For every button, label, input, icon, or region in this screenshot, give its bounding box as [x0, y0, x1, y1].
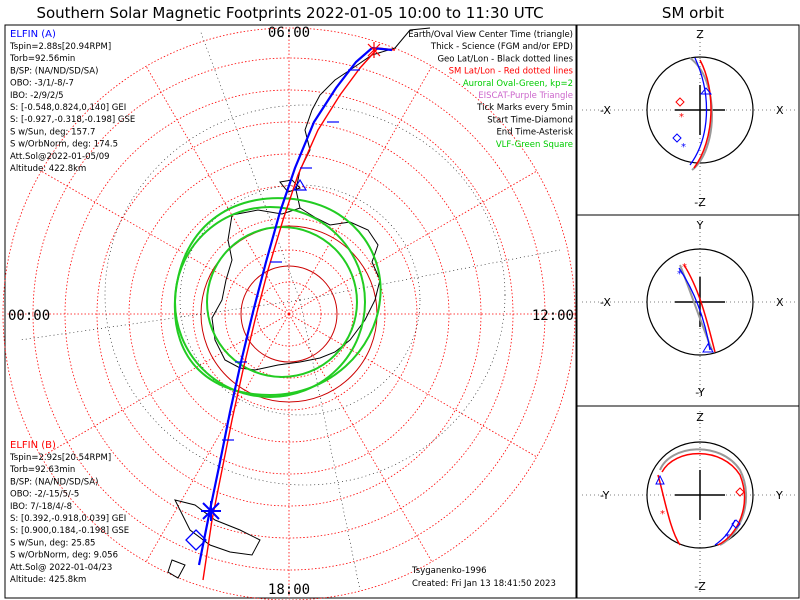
legend-item: End Time-Asterisk: [496, 128, 573, 138]
panel-yz-left: -Y: [600, 489, 610, 502]
elfin-a-ticks: [222, 69, 360, 441]
map-label-top: 06:00: [268, 25, 310, 41]
elfin-a-info-line: S w/Sun, deg: 157.7: [10, 127, 95, 137]
auroral-oval: [173, 197, 382, 398]
elfin-a-track: [197, 46, 393, 566]
elfin-b-info-line: Att.Sol@ 2022-01-04/23: [10, 563, 112, 573]
elfin-a-info-line: S w/OrbNorm, deg: 174.5: [10, 140, 118, 150]
elfin-a-info-line: B/SP: (NA/ND/SD/SA): [10, 66, 98, 76]
panel-xy-right: X: [776, 296, 784, 309]
elfin-b-info-line: S: [0.392,-0.918,0.039] GEI: [10, 514, 126, 524]
svg-text:*: *: [682, 262, 687, 273]
sm-pole-circle: [240, 265, 338, 363]
panel-yz-top: Z: [696, 411, 704, 424]
legend-item: EISCAT-Purple Triangle: [478, 91, 573, 101]
elfin-a-info-line: Tspin=2.88s[20.94RPM]: [9, 42, 111, 52]
svg-text:*: *: [660, 509, 665, 520]
elfin-a-info-line: Altitude: 422.8km: [10, 164, 86, 174]
model-credit: Tsyganenko-1996: [411, 566, 487, 576]
elfin-b-info-line: IBO: 7/-18/4/-8: [10, 502, 72, 512]
panel-xy-bottom: -Y: [695, 386, 705, 399]
svg-text:*: *: [679, 112, 684, 123]
legend: Earth/Oval View Center Time (triangle) Th…: [408, 30, 573, 150]
elfin-b-track: [202, 47, 396, 581]
panel-xy-left: -X: [600, 296, 611, 309]
map-label-right: 12:00: [532, 308, 574, 324]
elfin-a-info-line: Att.Sol@2022-01-05/09: [10, 152, 110, 162]
panel-xz-left: -X: [600, 104, 611, 117]
elfin-b-info-line: S: [0.900,0.184,-0.198] GSE: [10, 526, 129, 536]
figure-title: Southern Solar Magnetic Footprints 2022-…: [36, 4, 543, 22]
panel-xz-top: Z: [696, 28, 704, 41]
sm-longitude-lines: [6, 28, 575, 598]
panel-yz-right: Y: [775, 489, 783, 502]
legend-item: Tick Marks every 5min: [476, 103, 573, 113]
elfin-a-info-line: S: [-0.548,0.824,0.140] GEI: [10, 103, 126, 113]
panel-xy-top: Y: [696, 219, 704, 232]
orbit-panel-xy: * * Y -Y -X X: [582, 219, 795, 400]
legend-item: VLF-Green Square: [496, 140, 573, 150]
orbit-title: SM orbit: [662, 4, 724, 22]
elfin-b-info-line: Tspin=2.92s[20.54RPM]: [9, 453, 111, 463]
elfin-a-info: ELFIN (A) Tspin=2.88s[20.94RPM] Torb=92.5…: [9, 29, 135, 174]
legend-item: Geo Lat/Lon - Black dotted lines: [437, 54, 573, 64]
elfin-a-info-line: OBO: -3/1/-8/-7: [10, 79, 74, 89]
geo-grid: [19, 29, 561, 591]
elfin-b-info-line: OBO: -2/-15/5/-5: [10, 490, 79, 500]
elfin-a-info-line: IBO: -2/9/2/5: [10, 91, 64, 101]
elfin-b-info-line: B/SP: (NA/ND/SD/SA): [10, 477, 98, 487]
map-label-bottom: 18:00: [268, 582, 310, 598]
legend-item: SM Lat/Lon - Red dotted lines: [449, 67, 574, 77]
island-coastline: [167, 559, 186, 579]
elfin-b-name: ELFIN (B): [10, 440, 56, 451]
orbit-panel-xy-frame: [576, 214, 800, 407]
panel-yz-bottom: -Z: [694, 580, 706, 593]
elfin-a-info-line: S: [-0.927,-0.318,-0.198] GSE: [10, 115, 135, 125]
legend-item: Earth/Oval View Center Time (triangle): [408, 30, 573, 40]
elfin-b-info-line: Torb=92.63min: [9, 465, 75, 475]
south-america-coastline: [394, 27, 431, 49]
elfin-b-info-line: S w/OrbNorm, deg: 9.056: [10, 551, 118, 561]
legend-item: Start Time-Diamond: [487, 115, 573, 125]
orbit-panel-xz: * * Z -Z -X X: [582, 28, 795, 210]
elfin-b-info-line: S w/Sun, deg: 25.85: [10, 538, 95, 548]
elfin-b-info: ELFIN (B) Tspin=2.92s[20.54RPM] Torb=92.6…: [9, 440, 129, 585]
panel-xz-right: X: [776, 104, 784, 117]
orbit-panel-yz-frame: [576, 405, 800, 599]
created-timestamp: Created: Fri Jan 13 18:41:50 2023: [412, 579, 556, 589]
map-frame: [4, 24, 577, 599]
elfin-b-start-marker: [367, 42, 381, 58]
svg-text:*: *: [677, 269, 682, 280]
elfin-b-info-line: Altitude: 425.8km: [10, 575, 86, 585]
legend-item: Auroral Oval-Green, kp=2: [463, 79, 573, 89]
view-center-triangle: [292, 178, 308, 191]
map-label-left: 00:00: [8, 308, 50, 324]
legend-item: Thick - Science (FGM and/or EPD): [430, 42, 573, 52]
australia-coastline: [174, 499, 261, 556]
elfin-a-start-diamond: [185, 529, 207, 551]
island-coastline-2: [279, 179, 301, 193]
svg-text:*: *: [725, 532, 730, 543]
orbit-panel-yz: * * Z -Z -Y Y: [582, 411, 795, 593]
orbit-panel-xz-frame: [576, 24, 800, 216]
svg-text:*: *: [681, 142, 686, 153]
elfin-a-info-line: Torb=92.56min: [9, 54, 75, 64]
elfin-a-name: ELFIN (A): [10, 29, 56, 40]
peninsula-coastline: [295, 47, 396, 209]
elfin-a-end-asterisk: [201, 501, 221, 521]
panel-xz-bottom: -Z: [694, 196, 706, 209]
